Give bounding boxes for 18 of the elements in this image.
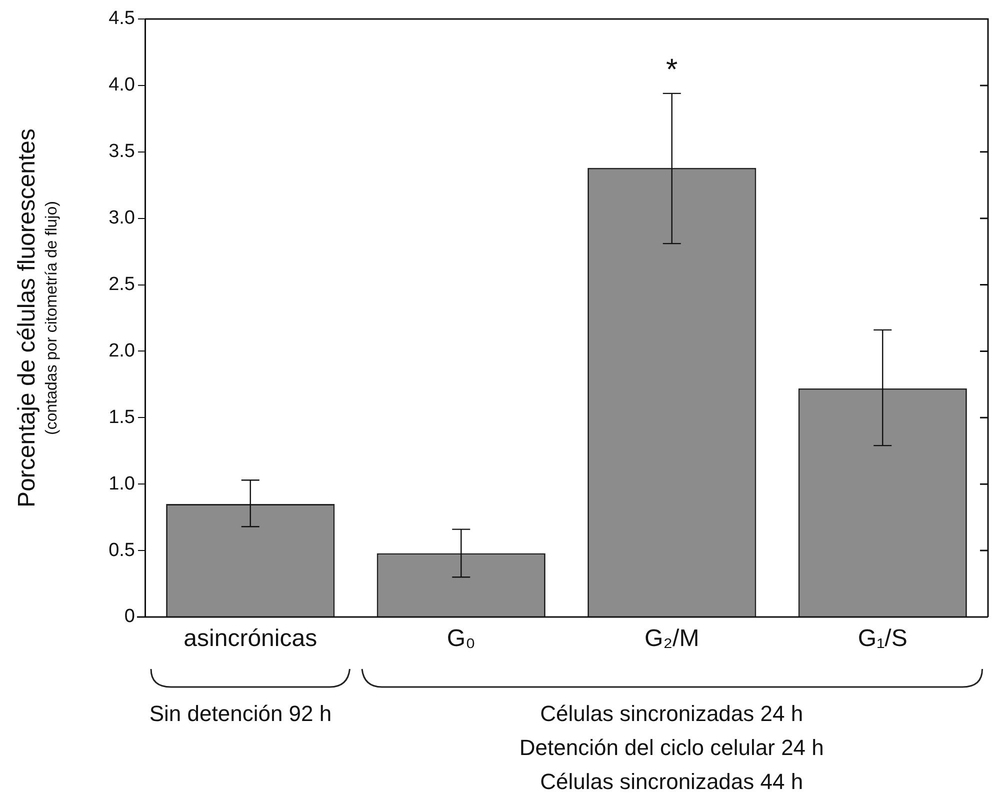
x-tick-label: asincrónicas [184,625,318,652]
y-tick-label: 3.5 [108,141,135,162]
y-tick-label: 1.0 [108,473,135,494]
y-tick-label: 0.5 [108,540,135,561]
y-tick-label: 3.0 [108,208,135,229]
y-tick-label: 4.5 [108,8,135,30]
text: Sin detención 92 h [149,700,332,728]
text: Células sincronizadas 24 h Detención del ciclo celular 24 h Células sincronizadas 44 h [519,700,824,796]
x-tick-label: G₁/S [858,625,908,652]
x-tick-label: G₀ [446,625,476,652]
y-tick-label: 2.5 [108,274,135,296]
y-tick-label: 4.0 [108,74,135,96]
y-tick-label: 0 [124,606,135,628]
y-tick-label: 2.0 [108,340,135,362]
x-tick-label: G₂/M [644,625,700,652]
y-tick-label: 1.5 [108,406,135,428]
annotation: * [666,54,678,87]
y-axis-title: Porcentaje de células fluorescentes (contadas por citometría de flujo) [14,128,60,508]
